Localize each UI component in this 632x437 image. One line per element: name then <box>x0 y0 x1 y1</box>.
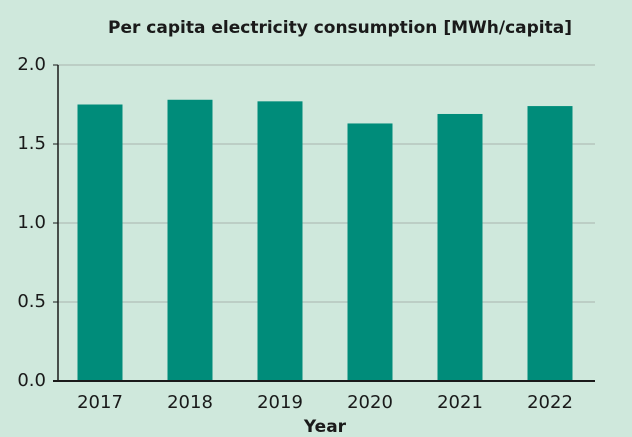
y-tick-label: 1.0 <box>17 212 46 233</box>
x-tick-label: 2021 <box>437 392 483 413</box>
bar <box>167 99 213 381</box>
chart-title: Per capita electricity consumption [MWh/… <box>108 18 572 38</box>
x-tick-label: 2017 <box>77 392 123 413</box>
x-axis-label: Year <box>303 417 347 437</box>
y-tick-label: 1.5 <box>17 133 46 154</box>
y-tick-label: 0.0 <box>17 370 46 391</box>
bar <box>527 106 573 381</box>
y-tick-label: 0.5 <box>17 291 46 312</box>
x-tick-label: 2018 <box>167 392 213 413</box>
bar <box>77 104 123 381</box>
bar <box>437 113 483 381</box>
x-tick-label: 2022 <box>527 392 573 413</box>
y-tick-label: 2.0 <box>17 54 46 75</box>
x-tick-label: 2020 <box>347 392 393 413</box>
bar <box>347 123 393 382</box>
x-tick-label: 2019 <box>257 392 303 413</box>
bar <box>257 101 303 381</box>
